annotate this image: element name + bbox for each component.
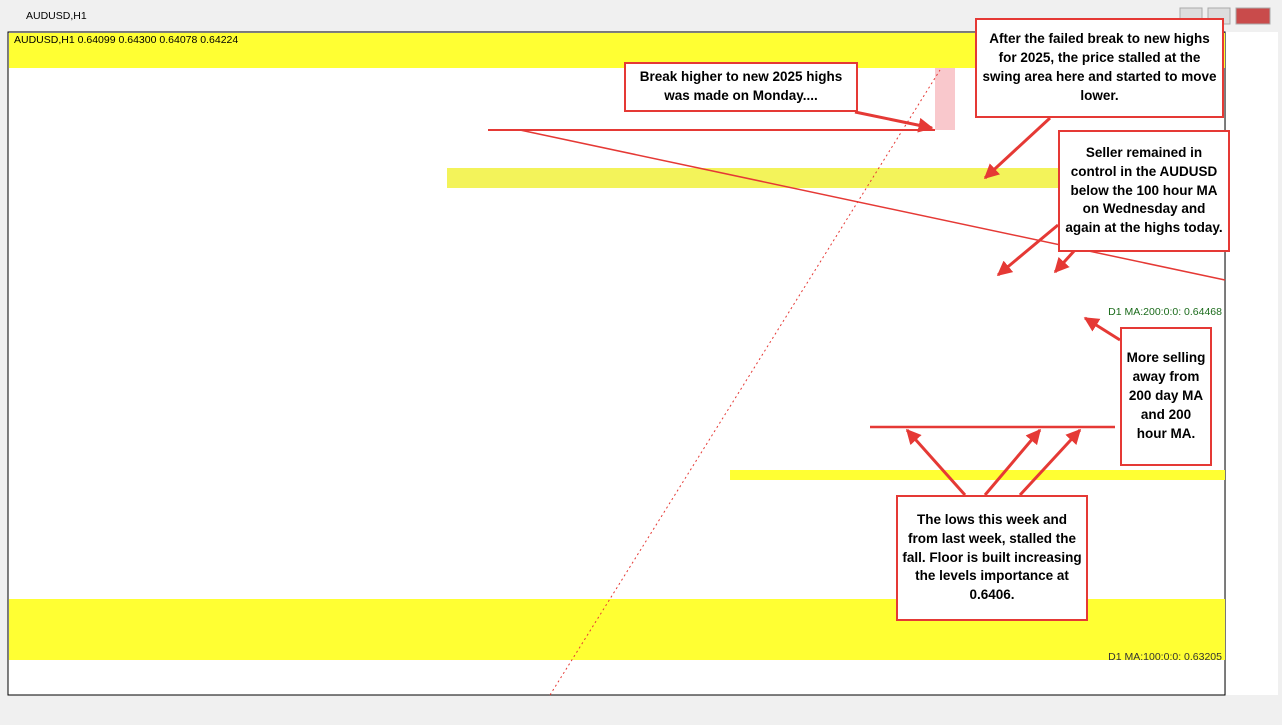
ma-label: D1 MA:100:0:0: 0.63205 (1108, 651, 1222, 663)
drawings (488, 69, 1226, 696)
annotation: The lows this week and from last week, s… (896, 495, 1088, 621)
trend-line (519, 129, 1226, 281)
symbol: AUDUSD,H1 (14, 34, 75, 46)
ohlc: 0.64300 (119, 34, 157, 46)
arrow (1083, 316, 1121, 342)
header: AUDUSD,H1 0.64099 0.64300 0.64078 0.6422… (14, 34, 238, 46)
price-axis (1226, 32, 1278, 695)
arrow (1018, 428, 1082, 497)
arrow (854, 110, 934, 133)
ma-label: D1 MA:200:0:0: 0.64468 (1108, 306, 1222, 318)
window-title: AUDUSD,H1 (26, 10, 87, 22)
zone (447, 168, 1225, 188)
arrow (1053, 248, 1077, 274)
annotation: More selling away from 200 day MA and 20… (1120, 327, 1212, 466)
ohlc: 0.64078 (159, 34, 197, 46)
arrow (983, 428, 1042, 496)
annotation: Break higher to new 2025 highs was made … (624, 62, 858, 112)
arrow (983, 116, 1052, 180)
ohlc: 0.64099 (78, 34, 116, 46)
close-button[interactable] (1235, 7, 1271, 25)
annotation: After the failed break to new highs for … (975, 18, 1224, 118)
ohlc: 0.64224 (200, 34, 238, 46)
annotation: Seller remained in control in the AUDUSD… (1058, 130, 1230, 252)
zone (935, 68, 955, 130)
arrow (905, 428, 967, 496)
zone (730, 470, 1225, 480)
arrow (996, 223, 1059, 277)
